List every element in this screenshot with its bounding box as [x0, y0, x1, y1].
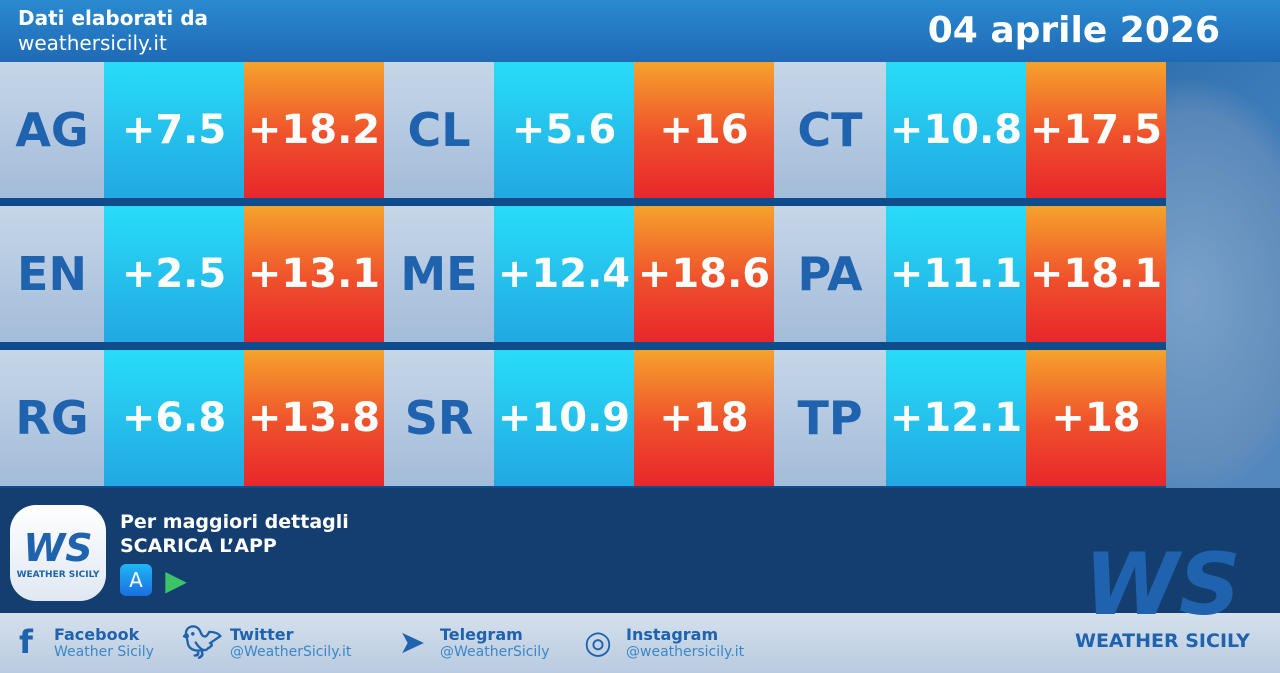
max-temp: +18.2 — [244, 62, 384, 198]
temperature-table: AG +7.5 +18.2 CL +5.6 +16 CT +10.8 +17.5… — [0, 62, 1166, 494]
table-row: EN +2.5 +13.1 ME +12.4 +18.6 PA +11.1 +1… — [0, 206, 1166, 342]
app-logo-mark: WS — [23, 526, 93, 570]
brand-logo-mark: WS — [1084, 535, 1241, 635]
max-temp: +16 — [634, 62, 774, 198]
province-label: ME — [384, 206, 494, 342]
min-temp: +2.5 — [104, 206, 244, 342]
table-row: RG +6.8 +13.8 SR +10.9 +18 TP +12.1 +18 — [0, 350, 1166, 486]
social-name: Instagram — [626, 624, 719, 644]
province-label: TP — [774, 350, 886, 486]
instagram-icon: ◎ — [584, 623, 612, 661]
app-logo[interactable]: WS WEATHER SICILY — [10, 505, 106, 601]
source-site: weathersicily.it — [18, 31, 167, 55]
province-label: PA — [774, 206, 886, 342]
social-instagram[interactable]: ◎ Instagram @weathersicily.it — [578, 623, 744, 661]
promo-line2: SCARICA L’APP — [120, 535, 277, 557]
promo-line1: Per maggiori dettagli — [120, 511, 349, 533]
max-temp: +18.1 — [1026, 206, 1166, 342]
social-name: Twitter — [230, 624, 294, 644]
province-label: CL — [384, 62, 494, 198]
max-temp: +18.6 — [634, 206, 774, 342]
min-temp: +12.1 — [886, 350, 1026, 486]
app-logo-label: WEATHER SICILY — [16, 570, 100, 580]
telegram-icon: ➤ — [398, 623, 426, 661]
social-handle: @weathersicily.it — [626, 643, 745, 660]
google-play-icon[interactable]: ▶ — [165, 563, 187, 597]
social-name: Telegram — [440, 624, 523, 644]
max-temp: +18 — [634, 350, 774, 486]
app-promo-band — [0, 488, 1280, 613]
min-temp: +11.1 — [886, 206, 1026, 342]
twitter-icon: 🐦︎ — [182, 623, 223, 661]
province-label: CT — [774, 62, 886, 198]
max-temp: +17.5 — [1026, 62, 1166, 198]
social-handle: @WeatherSicily.it — [230, 643, 352, 660]
social-handle: Weather Sicily — [54, 643, 154, 660]
social-handle: @WeatherSicily — [440, 643, 550, 660]
min-temp: +7.5 — [104, 62, 244, 198]
province-label: EN — [0, 206, 104, 342]
facebook-icon: f — [19, 623, 33, 661]
social-facebook[interactable]: f Facebook Weather Sicily — [6, 623, 154, 661]
min-temp: +6.8 — [104, 350, 244, 486]
province-label: RG — [0, 350, 104, 486]
social-name: Facebook — [54, 624, 140, 644]
province-label: AG — [0, 62, 104, 198]
min-temp: +10.8 — [886, 62, 1026, 198]
header: Dati elaborati da weathersicily.it 04 ap… — [0, 0, 1280, 62]
social-twitter[interactable]: 🐦︎ Twitter @WeatherSicily.it — [182, 623, 351, 661]
social-telegram[interactable]: ➤ Telegram @WeatherSicily — [392, 623, 550, 661]
min-temp: +5.6 — [494, 62, 634, 198]
min-temp: +12.4 — [494, 206, 634, 342]
brand-name: WEATHER SICILY — [1075, 630, 1250, 652]
table-row: AG +7.5 +18.2 CL +5.6 +16 CT +10.8 +17.5 — [0, 62, 1166, 198]
max-temp: +18 — [1026, 350, 1166, 486]
date: 04 aprile 2026 — [927, 10, 1220, 51]
province-label: SR — [384, 350, 494, 486]
min-temp: +10.9 — [494, 350, 634, 486]
brand-logo: WS WEATHER SICILY — [1075, 540, 1250, 652]
max-temp: +13.1 — [244, 206, 384, 342]
social-footer: f Facebook Weather Sicily 🐦︎ Twitter @Weat… — [0, 613, 1280, 673]
app-store-icon[interactable]: A — [120, 564, 152, 596]
max-temp: +13.8 — [244, 350, 384, 486]
source-label: Dati elaborati da — [18, 6, 208, 30]
